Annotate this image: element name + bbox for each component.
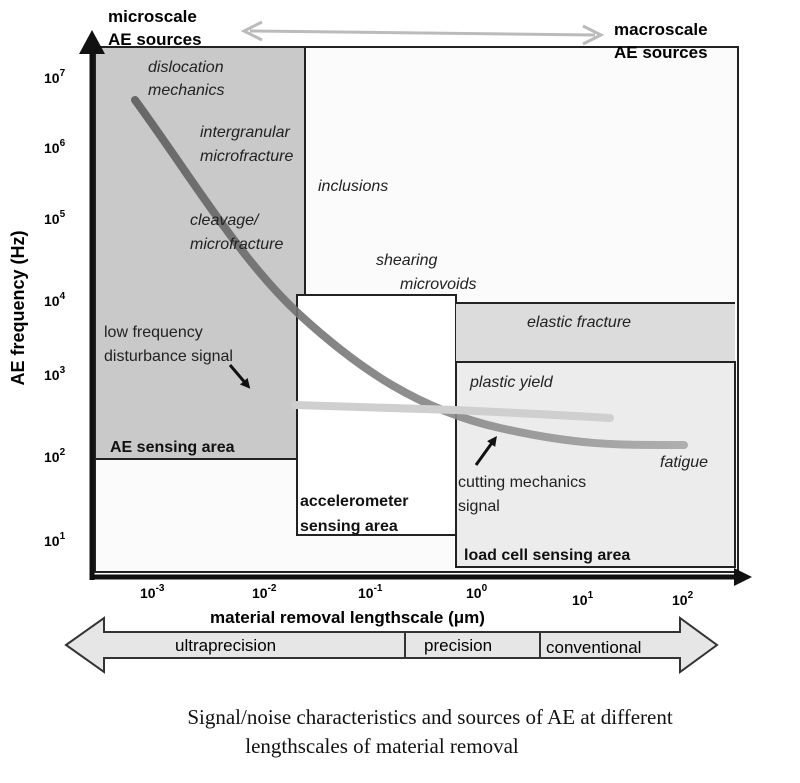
microscale-label-line1: microscale xyxy=(108,7,197,26)
x-tick-label: 10-2 xyxy=(252,583,277,601)
note-low-frequency-line1: low frequency xyxy=(104,324,203,341)
macroscale-label-line2: AE sources xyxy=(614,43,708,62)
area-accelerometer-line1: accelerometer xyxy=(300,493,409,510)
y-axis-label: AE frequency (Hz) xyxy=(8,230,28,385)
figure-caption-line2: lengthscales of material removal xyxy=(245,734,519,758)
x-tick-label: 102 xyxy=(672,590,694,608)
area-accelerometer-line2: sensing area xyxy=(300,518,398,535)
regime-conventional: conventional xyxy=(546,638,641,657)
regime-bar: ultraprecision precision conventional xyxy=(64,616,719,674)
disturbance-signal-line xyxy=(291,401,614,422)
low-freq-pointer-arrow xyxy=(228,364,251,389)
source-intergranular-line2: microfracture xyxy=(200,148,293,165)
macroscale-label-line1: macroscale xyxy=(614,20,708,39)
note-cutting-line1: cutting mechanics xyxy=(458,474,586,491)
source-fatigue: fatigue xyxy=(660,454,708,471)
regime-precision: precision xyxy=(424,636,492,655)
load-cell-sensing-area-region xyxy=(455,361,736,568)
x-tick-label: 101 xyxy=(572,590,594,608)
source-cleavage-line1: cleavage/ xyxy=(190,212,260,229)
area-ae-sensing: AE sensing area xyxy=(110,439,235,456)
source-shearing-line1: shearing xyxy=(376,252,437,269)
y-axis-arrowhead xyxy=(79,30,105,54)
note-cutting-line2: signal xyxy=(458,498,500,515)
source-elastic-fracture: elastic fracture xyxy=(527,314,631,331)
source-cleavage-line2: microfracture xyxy=(190,236,283,253)
source-inclusions: inclusions xyxy=(318,178,388,195)
x-tick-labels: 10-3 10-2 10-1 100 101 102 xyxy=(140,583,694,608)
x-tick-label: 10-1 xyxy=(358,583,383,601)
area-load-cell: load cell sensing area xyxy=(464,547,630,564)
y-tick-label: 101 xyxy=(44,531,66,549)
cutting-pointer-arrow xyxy=(474,435,497,466)
x-tick-label: 10-3 xyxy=(140,583,165,601)
x-axis-arrowhead xyxy=(734,568,752,586)
regime-arrow-outline xyxy=(64,616,719,674)
source-intergranular-line1: intergranular xyxy=(200,124,291,141)
ae-lengthscale-diagram: microscale AE sources macroscale AE sour… xyxy=(8,7,752,674)
source-plastic-yield: plastic yield xyxy=(469,374,554,391)
source-dislocation-line1: dislocation xyxy=(148,59,224,76)
y-tick-label: 105 xyxy=(44,209,66,227)
scale-double-arrow xyxy=(240,20,605,46)
y-tick-label: 103 xyxy=(44,365,66,383)
y-tick-label: 104 xyxy=(44,291,66,309)
x-axis-label: material removal lengthscale (μm) xyxy=(210,608,485,627)
y-tick-label: 107 xyxy=(44,68,66,86)
y-tick-labels: 107 106 105 104 103 102 101 xyxy=(44,68,66,549)
figure-caption-line1: Signal/noise characteristics and sources… xyxy=(187,705,673,729)
regime-ultraprecision: ultraprecision xyxy=(175,636,276,655)
ae-source-curve xyxy=(131,96,688,450)
x-tick-label: 100 xyxy=(466,583,488,601)
ae-sensing-area-region xyxy=(94,46,306,460)
note-low-frequency-line2: disturbance signal xyxy=(104,348,233,365)
y-tick-label: 106 xyxy=(44,138,66,156)
y-tick-label: 102 xyxy=(44,447,66,465)
microscale-label-line2: AE sources xyxy=(108,30,202,49)
source-shearing-line2: microvoids xyxy=(400,276,476,293)
elastic-fracture-region xyxy=(456,303,735,363)
source-dislocation-line2: mechanics xyxy=(148,82,224,99)
